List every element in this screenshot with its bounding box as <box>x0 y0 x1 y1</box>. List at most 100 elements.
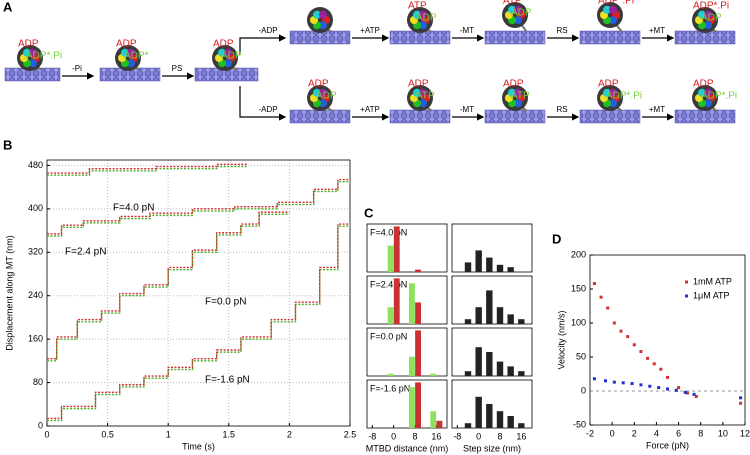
motor-domain <box>313 10 321 19</box>
y-axis-label: Velocity (nm/s) <box>556 310 566 369</box>
motor-domain <box>609 88 617 97</box>
bar <box>430 411 437 428</box>
step-label: +MT <box>649 105 665 114</box>
point <box>639 350 643 354</box>
x-tick-label: 1 <box>166 429 171 439</box>
x-tick-label: -8 <box>368 431 376 441</box>
step-label: RS <box>556 105 567 114</box>
motor-domain <box>121 48 129 57</box>
bar <box>507 314 514 324</box>
state-label: ADP <box>116 39 137 50</box>
bar <box>387 307 394 324</box>
motor-domain <box>514 88 522 97</box>
bar <box>436 420 443 428</box>
step-label: +ATP <box>360 105 380 114</box>
y-tick-label: 400 <box>28 203 43 213</box>
bar <box>387 245 394 272</box>
x-tick-label: -2 <box>586 428 594 438</box>
panel-label: C <box>364 205 374 220</box>
bar <box>518 371 525 376</box>
x-axis-label: Force (pN) <box>646 440 689 450</box>
step-label: -MT <box>460 105 474 114</box>
motor-domain <box>23 48 31 57</box>
trace <box>47 165 247 176</box>
motor-domain <box>419 21 427 30</box>
step-label: -Pi <box>72 64 82 73</box>
x-tick-label: 0 <box>44 429 49 439</box>
step-label: -MT <box>460 26 474 35</box>
y-tick-label: 480 <box>28 160 43 170</box>
trace <box>47 163 247 174</box>
motor-domain <box>319 10 327 19</box>
plot-frame <box>366 327 448 377</box>
point <box>646 356 650 360</box>
motor-domain <box>127 48 135 57</box>
motor-domain <box>127 59 135 68</box>
state-label: ADP*.Pi <box>598 0 634 7</box>
annotation: F=-1.6 pN <box>205 375 250 386</box>
x-tick-label: 2 <box>632 428 637 438</box>
y-tick-label: 0 <box>38 420 43 430</box>
y-tick-label: 100 <box>571 317 586 327</box>
y-tick-label: 50 <box>576 351 586 361</box>
motor-domain <box>698 10 706 19</box>
bar <box>409 356 415 376</box>
bar <box>415 382 421 428</box>
trace <box>47 223 350 420</box>
bar <box>393 226 400 272</box>
point <box>685 391 689 395</box>
bar <box>387 373 394 376</box>
motor-domain <box>313 88 321 97</box>
y-tick-label: -50 <box>573 419 586 429</box>
y-tick-label: 240 <box>28 290 43 300</box>
point <box>606 306 610 310</box>
annotation: F=0.0 pN <box>205 297 246 308</box>
bar <box>393 278 400 324</box>
x-tick-label: 2.5 <box>344 429 357 439</box>
microtubule <box>674 109 736 124</box>
force-label: F=4.0 pN <box>370 227 407 237</box>
motor-domain <box>609 99 617 108</box>
step-label: +MT <box>649 26 665 35</box>
bar <box>475 250 482 272</box>
force-label: F=2.4 pN <box>370 279 407 289</box>
x-tick-label: 0.5 <box>101 429 114 439</box>
force-label: F=-1.6 pN <box>370 383 410 393</box>
bar <box>464 262 472 272</box>
point <box>592 377 596 381</box>
motor-domain <box>704 99 712 108</box>
force-label: F=0.0 pN <box>370 331 407 341</box>
state-label: ADP*.Pi <box>701 91 737 102</box>
motor-domain <box>29 48 37 57</box>
bar <box>518 319 525 324</box>
x-tick-label: 8 <box>698 428 703 438</box>
state-label: ADP <box>316 91 337 102</box>
motor-domain <box>419 88 427 97</box>
trace <box>47 211 290 360</box>
motor-domain <box>319 88 327 97</box>
annotation: F=2.4 pN <box>65 247 106 258</box>
y-tick-label: 320 <box>28 247 43 257</box>
step-label: +ATP <box>360 26 380 35</box>
motor-domain <box>603 5 611 14</box>
state-label: ADP <box>213 39 234 50</box>
bar <box>415 302 421 324</box>
state-label: ADP <box>18 39 39 50</box>
bar <box>496 361 504 376</box>
x-tick-label: 2 <box>287 429 292 439</box>
bar <box>409 387 415 428</box>
pathway-arrows <box>62 34 675 121</box>
motor-domain <box>419 99 427 108</box>
step-label: RS <box>556 26 567 35</box>
motor-domain <box>609 16 617 25</box>
panel-label: D <box>552 231 561 246</box>
point <box>630 382 634 386</box>
bar <box>464 371 472 376</box>
point <box>592 282 596 286</box>
motor-domain <box>609 5 617 14</box>
point <box>652 362 656 366</box>
x-tick-label: 6 <box>676 428 681 438</box>
x-tick-label: 8 <box>412 431 417 441</box>
point <box>657 386 661 390</box>
y-tick-label: 150 <box>571 283 586 293</box>
